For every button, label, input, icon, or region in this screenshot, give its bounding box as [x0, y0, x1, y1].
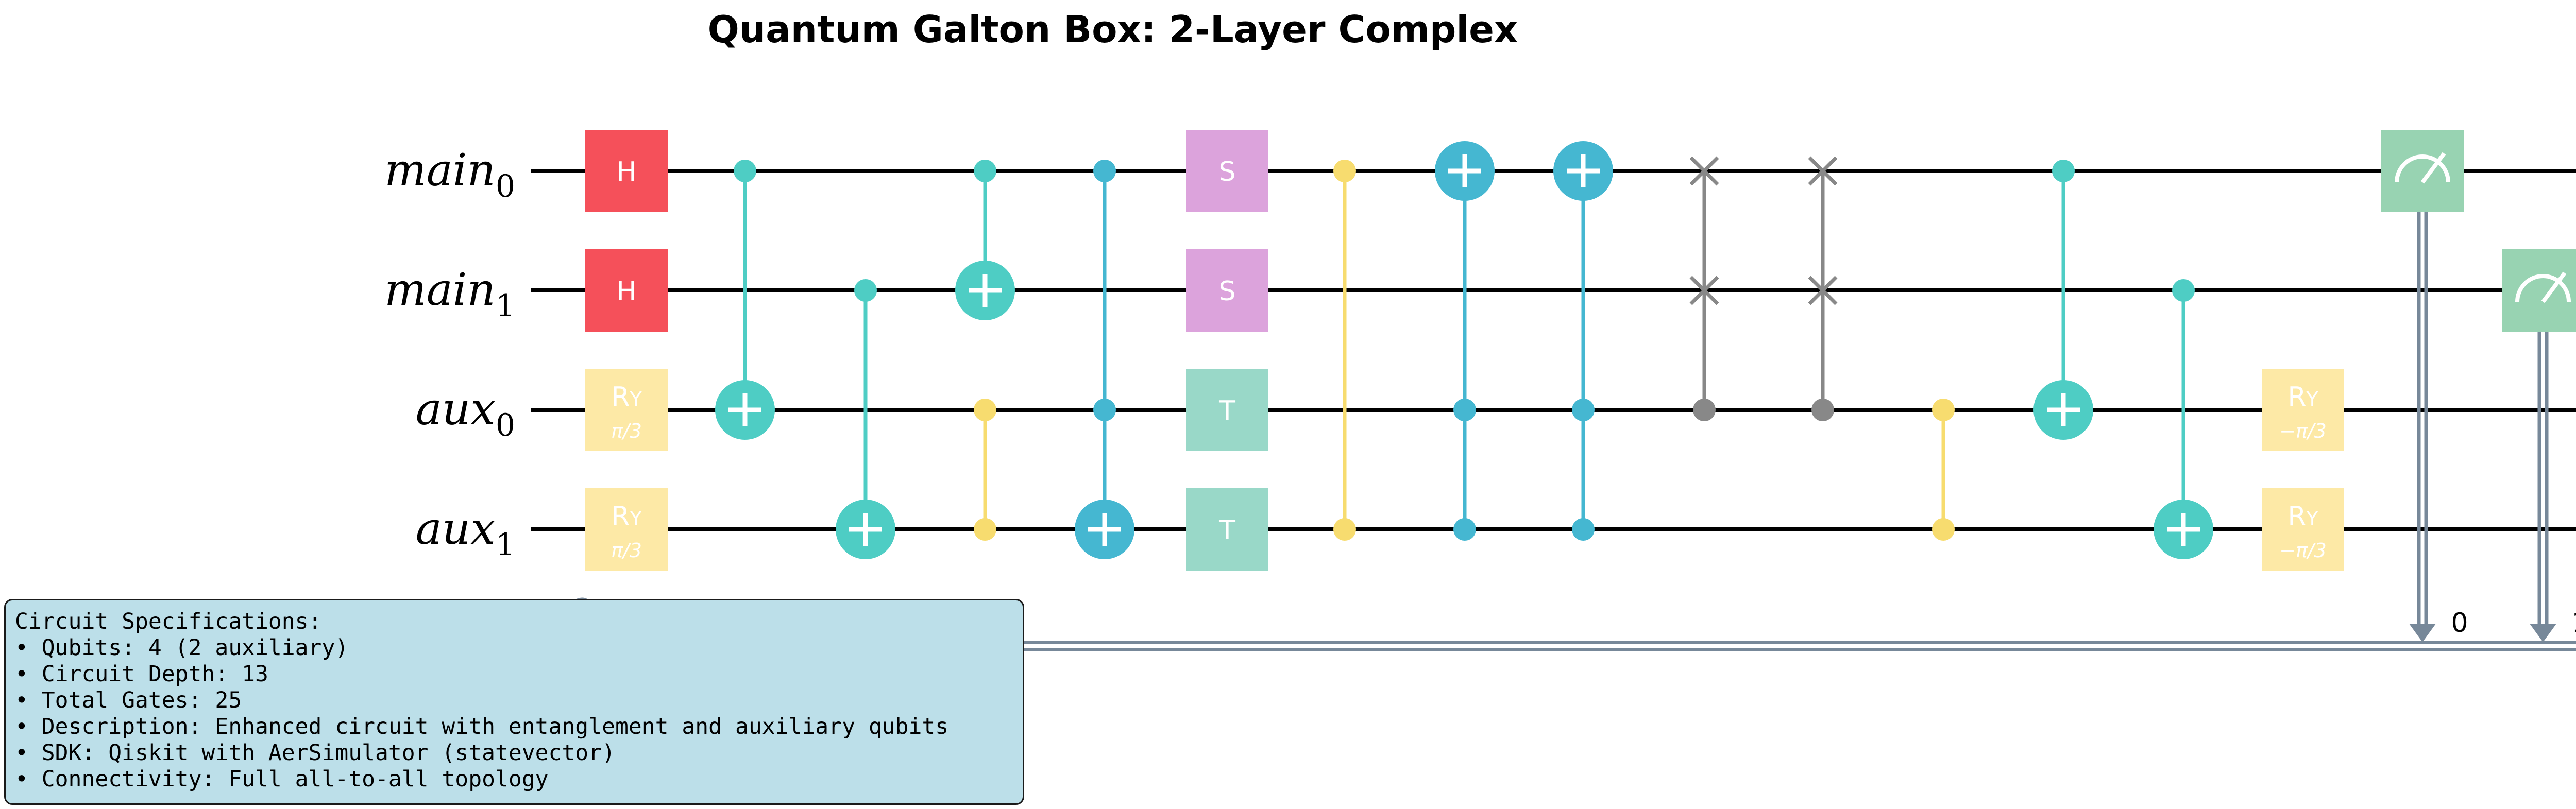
- specs-heading: Circuit Specifications:: [15, 609, 322, 634]
- meter-arc: [2395, 154, 2450, 183]
- qubit-index: 0: [496, 407, 515, 443]
- gate-label: H: [616, 157, 636, 187]
- control-dot: [734, 160, 756, 182]
- qubit-index: 0: [496, 168, 515, 204]
- swap-cross: [1808, 156, 1838, 186]
- qubit-wires: [531, 169, 2576, 531]
- gate-label-sub: Y: [2306, 507, 2318, 530]
- control-dot: [1932, 518, 1955, 541]
- circuit-specifications-box: Circuit Specifications: • Qubits: 4 (2 a…: [4, 599, 1024, 805]
- clbit-index: 0: [2451, 608, 2468, 639]
- gate-label: S: [1218, 157, 1235, 187]
- control-dot: [1572, 399, 1595, 421]
- control-dot: [1333, 160, 1356, 182]
- control-dot: [974, 399, 996, 421]
- gate-label: T: [1218, 395, 1235, 426]
- specs-line: • Circuit Depth: 13: [15, 661, 268, 687]
- h-gate: [585, 249, 668, 332]
- specs-line: • Connectivity: Full all-to-all topology: [15, 766, 549, 792]
- swap-cross: [1689, 276, 1719, 305]
- gate-label-sub: Y: [629, 388, 642, 410]
- gate-label-sub: Y: [629, 507, 642, 530]
- control-dot: [2172, 279, 2195, 302]
- control-dot: [974, 160, 996, 182]
- gate-label: S: [1218, 276, 1235, 307]
- h-gate: [585, 130, 668, 212]
- measure-arrow: [2409, 624, 2436, 642]
- control-dot: [1093, 399, 1116, 421]
- meter-needle: [2420, 152, 2446, 184]
- qubit-label: aux1: [416, 503, 515, 563]
- control-dot: [1453, 518, 1476, 541]
- ry-gate: [585, 369, 668, 451]
- s-gate: [1186, 249, 1268, 332]
- meter-arc: [2515, 274, 2571, 302]
- control-dot: [1811, 399, 1834, 421]
- ry-gate: [2262, 488, 2344, 571]
- t-gate: [1186, 488, 1268, 571]
- s-gate: [1186, 130, 1268, 212]
- control-dot: [1693, 399, 1716, 421]
- clbit-index: 1: [2571, 608, 2576, 639]
- specs-line: • Qubits: 4 (2 auxiliary): [15, 635, 349, 661]
- gate-label: T: [1218, 515, 1235, 546]
- diagram-title: Quantum Galton Box: 2-Layer Complex: [708, 8, 1518, 51]
- swap-cross: [1808, 276, 1838, 305]
- gate-param: −π/3: [2279, 420, 2327, 442]
- gate-param: −π/3: [2279, 539, 2327, 562]
- qubit-label: aux0: [416, 384, 515, 443]
- qubit-labels: main0 main1 aux0 aux1: [384, 145, 515, 563]
- measure-arrow: [2530, 624, 2556, 642]
- control-dot: [974, 518, 996, 541]
- gate-label: H: [616, 276, 636, 307]
- control-dot: [1572, 518, 1595, 541]
- control-dot: [1093, 160, 1116, 182]
- ry-gate: [2262, 369, 2344, 451]
- gate-param: π/3: [611, 420, 642, 442]
- t-gate: [1186, 369, 1268, 451]
- qubit-label: main0: [384, 145, 515, 204]
- specs-line: • Description: Enhanced circuit with ent…: [15, 714, 949, 739]
- control-dot: [1453, 399, 1476, 421]
- control-dot: [2052, 160, 2075, 182]
- gate-param: π/3: [611, 539, 642, 562]
- specs-line: • Total Gates: 25: [15, 687, 242, 713]
- swap-cross: [1689, 156, 1719, 186]
- control-dot: [854, 279, 877, 302]
- control-dot: [1932, 399, 1955, 421]
- ry-gate: [585, 488, 668, 571]
- qubit-index: 1: [496, 288, 515, 324]
- qubit-index: 1: [496, 527, 515, 563]
- specs-line: • SDK: Qiskit with AerSimulator (stateve…: [15, 740, 615, 766]
- qubit-label: main1: [384, 264, 515, 324]
- gate-label-sub: Y: [2306, 388, 2318, 410]
- measure-gate: [2502, 249, 2576, 332]
- measure-gate: [2381, 130, 2464, 212]
- meter-needle: [2541, 271, 2567, 303]
- control-dot: [1333, 518, 1356, 541]
